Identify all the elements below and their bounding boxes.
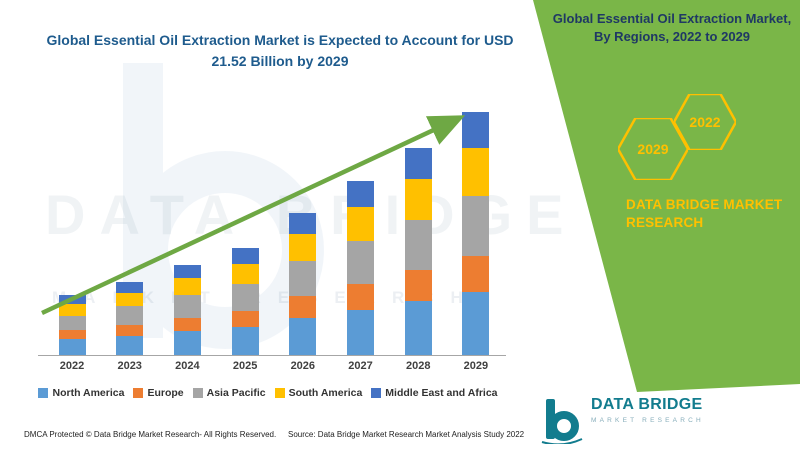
legend-swatch-asia-pacific (192, 388, 203, 398)
bar-segment-middle-east-and-africa (347, 181, 375, 208)
data-bridge-logo-icon (541, 399, 583, 444)
bar-segment-north-america (58, 339, 86, 355)
bar-segment-south-america (58, 304, 86, 316)
bar-column: 2028 (390, 112, 446, 378)
bar-column: 2024 (159, 112, 215, 378)
bar-segment-europe (289, 296, 317, 318)
bar-segment-north-america (289, 317, 317, 355)
company-logo: DATA BRIDGE MARKET RESEARCH (538, 396, 704, 444)
bar-chart: 2022 2023 2024 2025 2026 2027 2028 2029 (44, 112, 504, 378)
bar-column: 2027 (333, 112, 389, 378)
source-note: Source: Data Bridge Market Research Mark… (288, 430, 525, 439)
bar-column: 2026 (275, 112, 331, 378)
legend-swatch-south-america (274, 388, 285, 398)
x-axis-line (38, 355, 506, 356)
x-axis-label: 2024 (175, 360, 200, 372)
bar-segment-north-america (404, 300, 432, 355)
x-axis-label: 2027 (348, 360, 373, 372)
bar-segment-asia-pacific (289, 261, 317, 297)
legend-label: South America (288, 387, 363, 399)
legend-item: South America (274, 387, 363, 399)
x-axis-label: 2022 (59, 360, 85, 372)
bar-column: 2025 (217, 112, 273, 378)
legend-label: Middle East and Africa (385, 387, 498, 399)
hexagon-2022-label: 2022 (689, 114, 720, 130)
hexagon-2029: 2029 (618, 118, 688, 180)
bar-segment-south-america (462, 148, 490, 196)
bar-segment-asia-pacific (116, 306, 144, 325)
legend-label: Europe (147, 387, 184, 399)
bar-segment-middle-east-and-africa (116, 281, 144, 293)
chart-title: Global Essential Oil Extraction Market i… (46, 32, 514, 69)
legend-label: North America (52, 387, 125, 399)
x-axis-label: 2023 (117, 360, 142, 372)
legend-swatch-north-america (38, 388, 49, 398)
logo-wordmark: DATA BRIDGE (591, 396, 703, 413)
panel-title: Global Essential Oil Extraction Market, … (552, 11, 792, 45)
trend-arrow (41, 115, 466, 316)
legend-swatch-middle-east-and-africa (371, 388, 382, 398)
bar-segment-middle-east-and-africa (289, 212, 317, 235)
bar-segment-europe (173, 317, 201, 332)
stacked-bar-2024 (173, 264, 201, 355)
chart-legend: North America Europe Asia Pacific South Ame… (12, 387, 524, 399)
x-axis-label: 2028 (405, 360, 431, 372)
bar-segment-middle-east-and-africa (231, 247, 259, 264)
bar-segment-europe (231, 310, 259, 327)
bar-segment-north-america (231, 326, 259, 355)
stacked-bar-2029 (462, 112, 490, 355)
bar-segment-asia-pacific (173, 295, 201, 318)
x-axis-label: 2025 (232, 360, 258, 372)
hexagon-2022: 2022 (674, 94, 736, 150)
bar-segment-middle-east-and-africa (462, 112, 490, 149)
bar-segment-south-america (404, 178, 432, 220)
bar-segment-south-america (231, 263, 259, 284)
bar-segment-asia-pacific (347, 240, 375, 284)
bar-segment-asia-pacific (462, 195, 490, 256)
brand-name-yellow: DATA BRIDGE MARKET RESEARCH (626, 197, 783, 231)
bar-segment-middle-east-and-africa (173, 264, 201, 279)
bar-segment-europe (347, 283, 375, 310)
legend-item: Middle East and Africa (371, 387, 498, 399)
bar-column: 2029 (448, 112, 504, 378)
bar-segment-south-america (173, 278, 201, 296)
bar-segment-asia-pacific (231, 283, 259, 311)
bar-segment-europe (404, 270, 432, 301)
bar-segment-north-america (462, 291, 490, 355)
bar-segment-north-america (116, 335, 144, 355)
legend-swatch-europe (133, 388, 144, 398)
x-axis-label: 2029 (463, 360, 489, 372)
bar-column: 2023 (102, 112, 158, 378)
bar-segment-south-america (347, 207, 375, 241)
dmca-notice: DMCA Protected © Data Bridge Market Rese… (24, 430, 277, 439)
stacked-bar-2025 (231, 247, 259, 355)
bar-segment-north-america (347, 309, 375, 355)
stacked-bar-2023 (116, 281, 144, 355)
bar-segment-south-america (116, 292, 144, 307)
hexagon-2029-label: 2029 (637, 141, 668, 157)
bar-segment-asia-pacific (404, 219, 432, 271)
bar-segment-asia-pacific (58, 315, 86, 331)
bar-segment-south-america (289, 234, 317, 262)
bar-segment-europe (116, 324, 144, 336)
legend-item: Asia Pacific (192, 387, 266, 399)
bar-segment-europe (462, 255, 490, 292)
logo-subtext: MARKET RESEARCH (591, 417, 704, 424)
stacked-bar-2027 (347, 181, 375, 355)
legend-item: Europe (133, 387, 184, 399)
x-axis-label: 2026 (290, 360, 316, 372)
stacked-bar-2026 (289, 212, 317, 355)
bar-segment-europe (58, 330, 86, 340)
legend-label: Asia Pacific (206, 387, 266, 399)
stacked-bar-2028 (404, 148, 432, 355)
bar-segment-middle-east-and-africa (404, 148, 432, 179)
legend-item: North America (38, 387, 124, 399)
bar-segment-north-america (173, 331, 201, 355)
